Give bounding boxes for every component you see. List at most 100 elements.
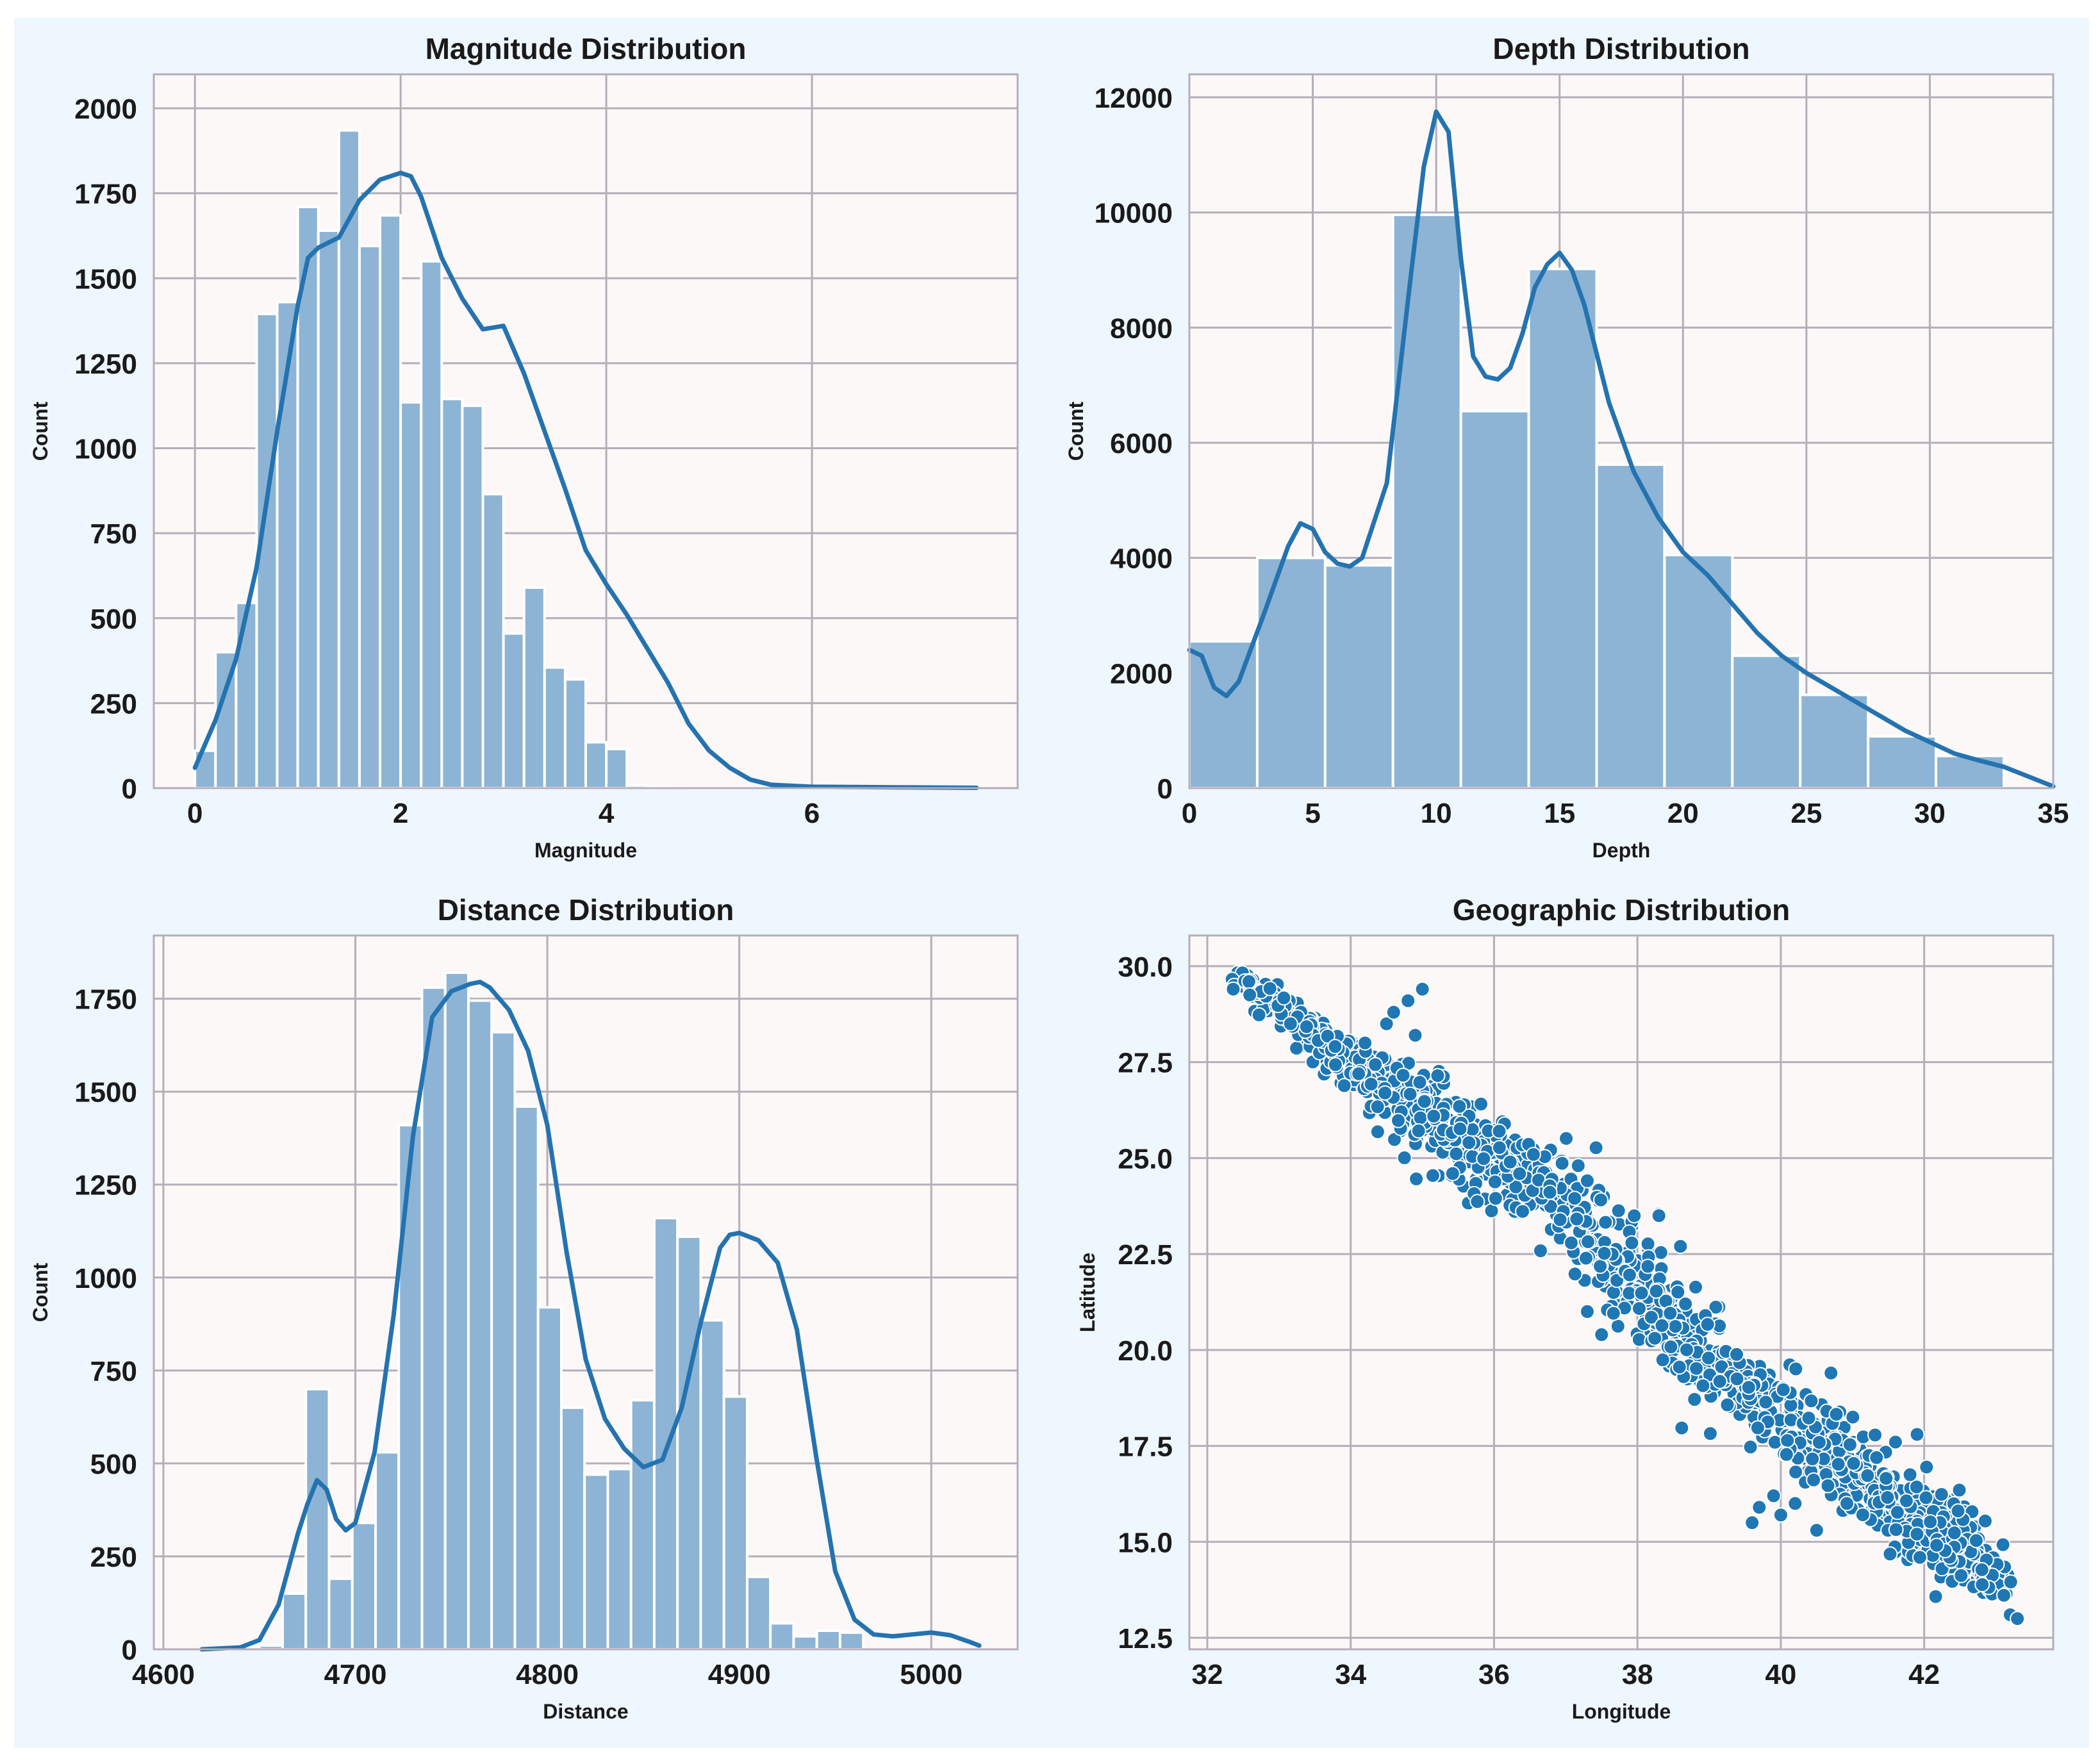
- distance-y-tick-label: 0: [122, 1635, 137, 1666]
- geographic-point: [1839, 1496, 1855, 1512]
- distance-xlabel: Distance: [543, 1700, 628, 1723]
- distance-bar: [351, 1521, 377, 1651]
- geographic-point: [1651, 1208, 1667, 1224]
- distance-bar: [443, 971, 470, 1651]
- geographic-point: [1402, 1086, 1418, 1102]
- geographic-point: [1525, 1146, 1541, 1162]
- magnitude-axes-frame: [153, 73, 1019, 789]
- geographic-y-tick-label: 30.0: [1118, 952, 1173, 983]
- geographic-point: [1729, 1371, 1745, 1387]
- geographic-point: [1898, 1493, 1914, 1509]
- geographic-point: [1928, 1588, 1944, 1604]
- distance-x-tick-label: 4700: [324, 1659, 387, 1690]
- geographic-point: [1327, 1039, 1343, 1055]
- geographic-point: [1805, 1451, 1821, 1467]
- geographic-point: [1912, 1549, 1928, 1565]
- geographic-point: [1687, 1392, 1703, 1407]
- geographic-point: [1567, 1266, 1583, 1282]
- depth-y-tick-label: 8000: [1110, 313, 1173, 344]
- depth-x-tick-label: 30: [1914, 798, 1946, 829]
- depth-title: Depth Distribution: [1492, 32, 1749, 65]
- depth-y-tick-label: 10000: [1095, 198, 1173, 229]
- geographic-point: [1491, 1123, 1507, 1139]
- depth-ylabel: Count: [1064, 401, 1087, 461]
- geographic-point: [1578, 1250, 1594, 1266]
- geographic-point: [1909, 1526, 1925, 1542]
- magnitude-bar: [420, 260, 443, 789]
- geographic-point: [1552, 1212, 1568, 1228]
- magnitude-bar: [379, 214, 402, 789]
- geographic-point: [1640, 1258, 1656, 1274]
- geographic-point: [1377, 1085, 1393, 1101]
- geographic-point: [1396, 1150, 1412, 1166]
- depth-bar: [1323, 564, 1394, 790]
- magnitude-x-tick-label: 6: [804, 798, 820, 829]
- geographic-point: [1632, 1301, 1647, 1317]
- geographic-point: [1830, 1456, 1846, 1472]
- geographic-point: [1820, 1478, 1836, 1494]
- geographic-point: [1845, 1409, 1861, 1425]
- distance-ylabel: Count: [29, 1262, 52, 1322]
- geographic-x-tick-label: 34: [1335, 1659, 1366, 1690]
- geographic-point: [1867, 1427, 1883, 1443]
- geographic-point: [1515, 1203, 1530, 1219]
- geographic-point: [1801, 1410, 1817, 1426]
- distance-axes-frame: [153, 934, 1019, 1651]
- magnitude-kde-line: [192, 170, 979, 790]
- geographic-point: [2003, 1574, 2019, 1590]
- geographic-point: [1953, 1567, 1969, 1583]
- geographic-y-tick-label: 15.0: [1118, 1527, 1173, 1558]
- geographic-y-tick-label: 17.5: [1118, 1431, 1173, 1463]
- distance-y-tick-label: 1750: [74, 984, 137, 1016]
- geographic-point: [1241, 973, 1257, 989]
- geographic-point: [1368, 1057, 1384, 1073]
- distance-bar: [327, 1577, 354, 1651]
- depth-bar: [1799, 693, 1870, 790]
- geographic-point: [1950, 1503, 1966, 1519]
- depth-bar: [1255, 556, 1327, 789]
- geographic-point: [1968, 1533, 1984, 1549]
- depth-x-tick-label: 15: [1544, 798, 1575, 829]
- geographic-point: [1670, 1284, 1686, 1300]
- depth-bar: [1935, 754, 2005, 789]
- geographic-point: [1282, 1016, 1298, 1032]
- magnitude-bar: [584, 741, 608, 790]
- geographic-point: [1654, 1317, 1670, 1333]
- magnitude-bar: [481, 493, 505, 790]
- distance-bar: [583, 1473, 609, 1651]
- magnitude-y-tick-label: 1500: [74, 263, 137, 295]
- geographic-point: [1767, 1434, 1783, 1450]
- magnitude-y-tick-label: 250: [90, 688, 137, 720]
- geographic-point: [1596, 1246, 1612, 1261]
- geographic-point: [1775, 1381, 1791, 1397]
- geographic-point: [1946, 1525, 1962, 1541]
- distance-bar: [559, 1406, 586, 1651]
- depth-y-tick-label: 6000: [1110, 428, 1173, 459]
- geographic-point: [1588, 1140, 1604, 1156]
- depth-chart: 0 5 10 15 20 25 30 35 0 2000 4000 6000 8000 10000 1200…: [1064, 32, 2069, 862]
- magnitude-xlabel: Magnitude: [534, 839, 637, 862]
- geographic-point: [1369, 1099, 1385, 1115]
- geographic-point: [1610, 1203, 1626, 1219]
- geographic-x-tick-label: 42: [1908, 1659, 1940, 1690]
- magnitude-x-tick-label: 0: [187, 798, 203, 829]
- geographic-point: [1667, 1319, 1683, 1335]
- geographic-point: [1803, 1393, 1819, 1409]
- geographic-point: [1624, 1235, 1640, 1251]
- geographic-point: [1806, 1472, 1822, 1488]
- distance-bar: [281, 1592, 308, 1651]
- geographic-x-tick-label: 40: [1765, 1659, 1796, 1690]
- geographic-point: [1811, 1435, 1827, 1450]
- distance-bar: [397, 1123, 424, 1651]
- geographic-xlabel: Longitude: [1572, 1700, 1671, 1723]
- distance-bar: [792, 1635, 818, 1651]
- geographic-point: [1918, 1490, 1934, 1506]
- geographic-point: [1563, 1235, 1579, 1251]
- magnitude-bar: [543, 666, 566, 789]
- geographic-point: [1461, 1135, 1477, 1151]
- geographic-point: [1773, 1507, 1789, 1523]
- magnitude-bar: [358, 244, 382, 789]
- geographic-point: [1662, 1305, 1678, 1321]
- depth-x-tick-label: 10: [1421, 798, 1452, 829]
